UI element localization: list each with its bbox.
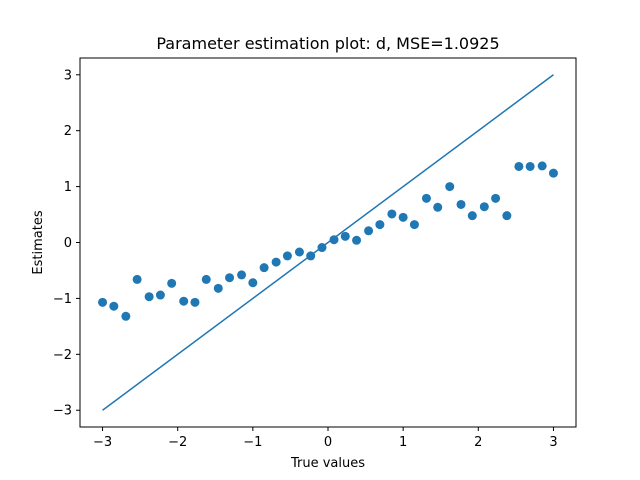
y-tick-label: −2 <box>53 348 72 363</box>
data-point <box>179 296 189 306</box>
data-point <box>213 283 223 293</box>
data-point <box>548 168 558 178</box>
y-tick-label: 0 <box>64 236 72 251</box>
data-point <box>190 297 200 307</box>
data-point <box>421 193 431 203</box>
x-tick-label: 0 <box>324 435 332 450</box>
data-point <box>514 161 524 171</box>
axis-ticks: −3 −2 −1 0 1 2 3 −3 −2 −1 0 1 2 3 <box>53 68 558 450</box>
data-point <box>525 161 535 171</box>
x-tick-label: 3 <box>549 435 557 450</box>
y-tick-label: 2 <box>64 124 72 139</box>
data-point <box>364 226 374 236</box>
data-point <box>502 211 512 221</box>
data-point <box>340 231 350 241</box>
data-point <box>467 211 477 221</box>
x-tick-label: −2 <box>168 435 187 450</box>
data-point <box>306 251 316 261</box>
data-point <box>282 251 292 261</box>
data-point <box>445 182 455 192</box>
data-point <box>237 270 247 280</box>
data-point <box>109 301 119 311</box>
x-tick-label: −1 <box>243 435 262 450</box>
data-point <box>479 202 489 212</box>
x-tick-label: −3 <box>93 435 112 450</box>
identity-line <box>102 74 554 411</box>
y-tick-label: −1 <box>53 292 72 307</box>
data-point <box>398 212 408 222</box>
data-point <box>329 235 339 245</box>
data-point <box>317 243 327 253</box>
data-point <box>271 257 281 267</box>
data-point <box>375 220 385 230</box>
y-tick-label: 3 <box>64 68 72 83</box>
data-point <box>409 220 419 230</box>
data-point <box>248 278 258 288</box>
data-point <box>537 161 547 171</box>
chart-title: Parameter estimation plot: d, MSE=1.0925 <box>156 34 499 53</box>
data-point <box>456 199 466 209</box>
y-tick-label: −3 <box>53 404 72 419</box>
data-point <box>352 235 362 245</box>
x-axis-label: True values <box>290 456 365 471</box>
data-point <box>259 263 269 273</box>
data-point <box>387 209 397 219</box>
y-axis-label: Estimates <box>31 210 46 274</box>
data-point <box>132 274 142 284</box>
data-point <box>167 278 177 288</box>
data-point <box>491 193 501 203</box>
data-point <box>98 297 108 307</box>
plot-area <box>98 74 558 411</box>
data-point <box>155 290 165 300</box>
y-tick-label: 1 <box>64 180 72 195</box>
data-point <box>144 292 154 302</box>
x-tick-label: 1 <box>399 435 407 450</box>
x-tick-label: 2 <box>474 435 482 450</box>
data-point <box>294 247 304 257</box>
data-point <box>433 202 443 212</box>
data-point <box>225 273 235 283</box>
data-point <box>201 274 211 284</box>
data-point <box>121 311 131 321</box>
